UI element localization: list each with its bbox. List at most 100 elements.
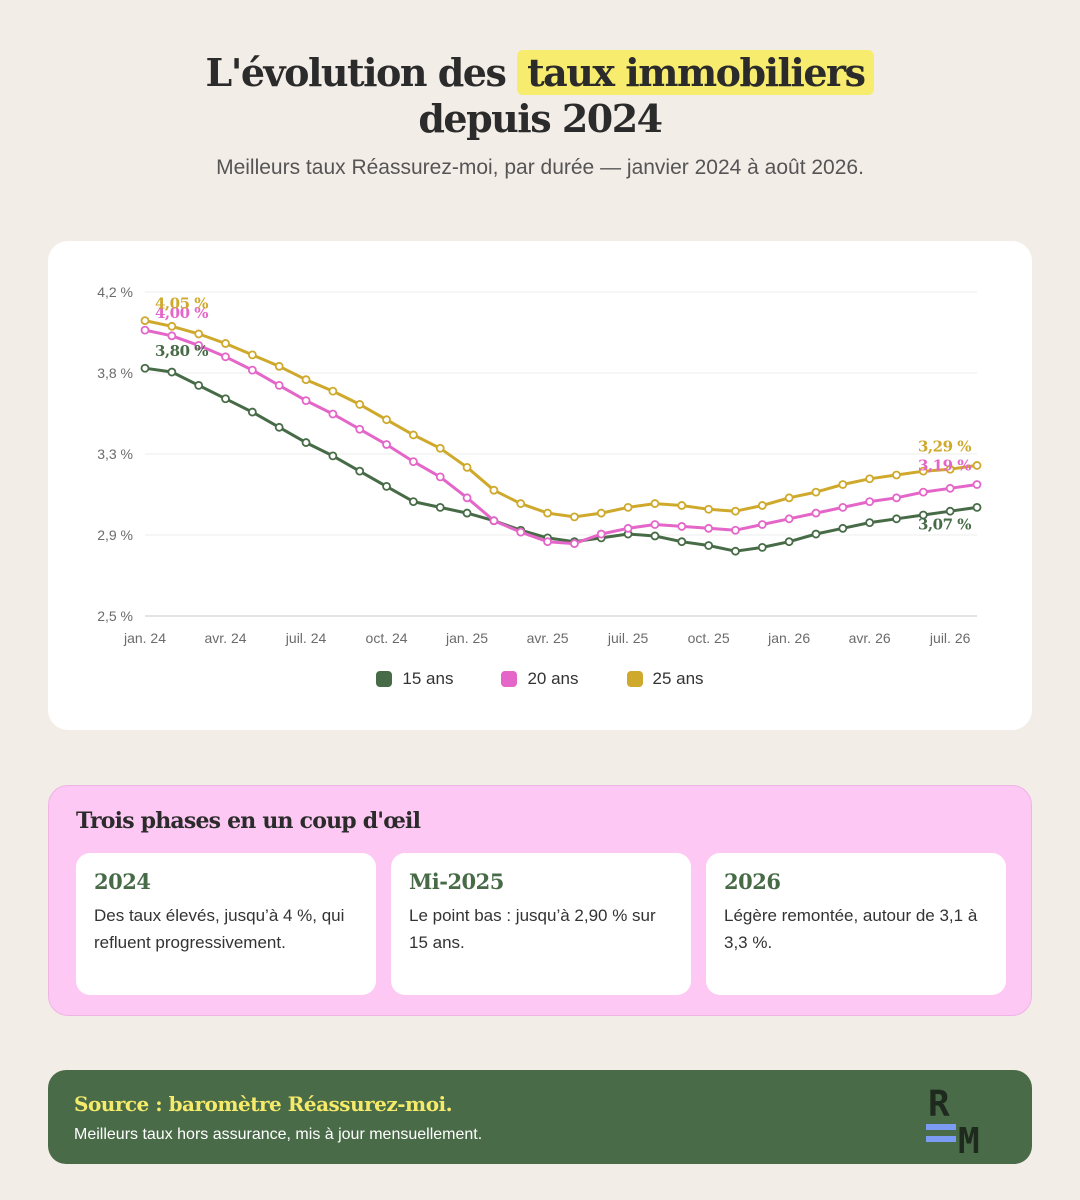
legend-swatch [501,671,518,687]
data-point [757,542,767,552]
data-point [167,321,177,331]
data-point [650,499,660,508]
series-line [144,366,978,553]
data-point [221,352,230,362]
data-point [194,340,204,350]
phase-year: Mi-2025 [409,869,504,894]
data-point [408,430,418,440]
logo-letter-m: M [958,1121,980,1156]
end-value-label: 3,07 % [918,515,971,533]
data-point [838,502,848,512]
data-point [355,424,365,434]
data-point [704,523,714,533]
data-point [221,394,230,404]
data-point [408,497,418,507]
data-point [382,481,391,491]
data-point [650,520,660,529]
x-tick-label: jan. 24 [123,630,166,646]
data-point [247,365,257,375]
source-title: Source : baromètre Réassurez-moi. [74,1092,453,1116]
data-point [462,493,472,503]
logo-letter-r: R [928,1084,950,1125]
chart-card: 4,2 % 3,8 % 3,3 % 2,9 % 2,5 % jan. 24 avr. 24… [48,241,1032,730]
data-point [865,474,875,484]
phase-text: Des taux élevés, jusqu’à 4 %, qui reflue… [94,906,345,952]
x-tick-label: juil. 24 [285,630,327,646]
data-point [731,525,740,535]
data-point [274,422,284,432]
legend-item-15-ans: 15 ans [376,669,453,689]
data-point [274,380,284,390]
start-value-label: 4,05 % [155,295,208,313]
legend-label: 15 ans [402,669,454,688]
chart-legend: 15 ans 20 ans 25 ans [48,669,1032,689]
data-point [865,518,875,528]
data-point [731,506,740,516]
data-point [972,502,982,512]
y-tick-label: 2,5 % [97,608,133,624]
data-point [918,466,928,476]
data-point [355,466,365,476]
series-line [144,328,978,546]
data-point [570,539,579,548]
series-15-ans [140,363,982,556]
y-tick-label: 2,9 % [97,527,133,543]
grid-lines [145,291,977,617]
data-point [167,331,177,341]
logo-bar-bottom [926,1136,956,1142]
page-title: L'évolution des taux immobiliers depuis … [0,50,1080,142]
reassurez-moi-logo-icon: R M [926,1084,980,1156]
phase-year: 2026 [724,869,781,894]
data-point [623,523,633,533]
y-tick-label: 3,8 % [97,365,133,381]
data-point [838,480,848,489]
data-point [945,464,955,474]
x-tick-label: oct. 24 [366,630,408,646]
x-tick-label: jan. 26 [767,630,810,646]
data-point [596,508,606,518]
legend-swatch [376,671,393,687]
series-20-ans [140,325,982,548]
data-point [811,529,821,539]
data-point [972,461,982,470]
data-point [945,506,955,516]
data-point [570,512,579,522]
data-point [301,375,311,385]
data-point [543,508,552,518]
phase-card-2026: 2026 Légère remontée, autour de 3,1 à 3,… [706,853,1006,995]
data-point [704,504,714,514]
data-point [140,316,150,325]
data-point [247,350,257,360]
data-point [274,361,284,371]
x-tick-label: avr. 26 [849,630,891,646]
phase-card-mi-2025: Mi-2025 Le point bas : jusqu’à 2,90 % su… [391,853,691,995]
y-tick-label: 3,3 % [97,446,133,462]
data-point [516,499,526,508]
data-point [892,514,901,524]
x-axis-ticks: jan. 24 avr. 24 juil. 24 oct. 24 jan. 25 avr.… [123,630,971,646]
data-point [972,480,982,489]
phase-text: Le point bas : jusqu’à 2,90 % sur 15 ans… [409,906,656,952]
data-point [811,487,821,497]
data-point [382,415,391,425]
data-point [757,520,767,529]
data-point [435,472,445,482]
data-point [677,537,687,547]
data-point [516,527,526,537]
data-point [677,522,687,531]
legend-item-25-ans: 25 ans [626,669,704,689]
data-labels: 3,80 % 3,07 % 4,00 % 3,19 % 4,05 % 3,29 % [155,295,972,534]
data-point [838,523,848,533]
data-point [945,483,955,493]
x-tick-label: oct. 25 [688,630,730,646]
end-value-label: 3,29 % [918,437,971,455]
y-tick-label: 4,2 % [97,284,133,300]
x-tick-label: juil. 25 [607,630,649,646]
legend-swatch [626,671,643,687]
data-point [328,451,338,461]
data-point [650,531,660,541]
phase-text: Légère remontée, autour de 3,1 à 3,3 %. [724,906,978,952]
data-point [757,501,767,510]
data-point [784,493,794,503]
y-axis-ticks: 4,2 % 3,8 % 3,3 % 2,9 % 2,5 % [97,284,133,624]
